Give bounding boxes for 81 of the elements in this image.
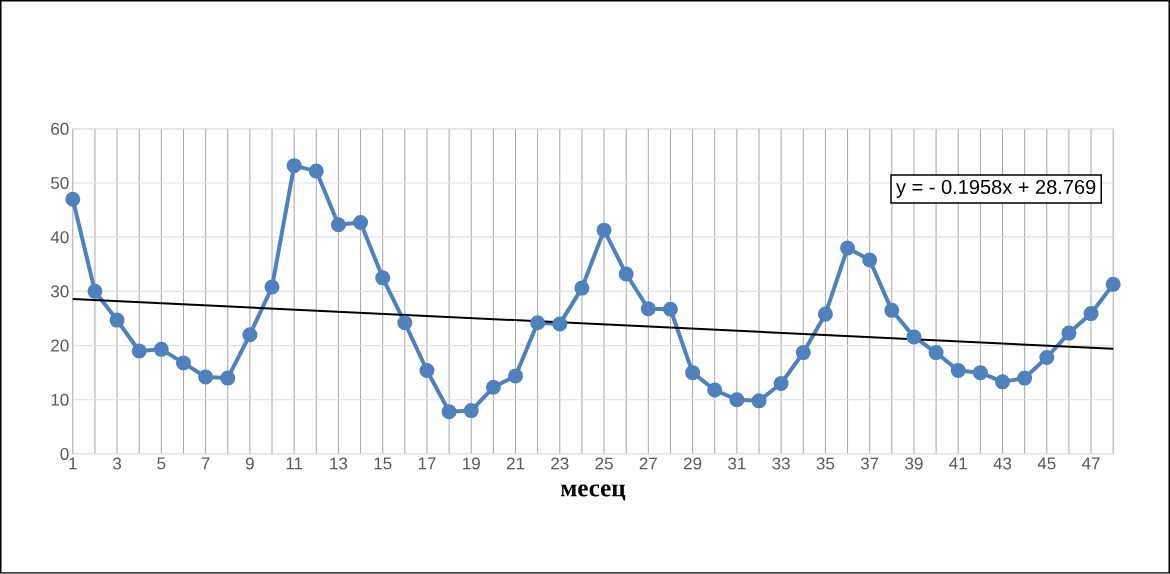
point xyxy=(1105,276,1121,292)
x-tick-label: 47 xyxy=(1081,457,1100,470)
point xyxy=(508,368,524,384)
x-tick-label: 43 xyxy=(993,457,1012,470)
point xyxy=(1017,370,1033,386)
point xyxy=(242,327,258,343)
point xyxy=(995,374,1011,390)
x-tick-label: 21 xyxy=(506,457,525,470)
y-tick-label: 10 xyxy=(51,393,69,406)
y-tick-label: 30 xyxy=(50,285,69,298)
point xyxy=(817,306,833,322)
point xyxy=(87,283,103,299)
point xyxy=(596,222,612,238)
point xyxy=(485,379,501,395)
point xyxy=(353,215,369,231)
point xyxy=(906,329,922,345)
point xyxy=(862,252,878,268)
point xyxy=(419,363,435,379)
point xyxy=(773,376,789,392)
x-tick-label: 15 xyxy=(374,457,392,470)
point xyxy=(729,392,745,408)
point xyxy=(397,315,413,331)
point xyxy=(574,280,590,296)
point xyxy=(441,404,457,420)
x-tick-label: 5 xyxy=(157,457,166,470)
x-tick-label: 1 xyxy=(69,457,77,470)
point xyxy=(198,369,214,385)
x-tick-label: 3 xyxy=(112,457,122,470)
point xyxy=(884,302,900,318)
point xyxy=(1061,325,1077,341)
point xyxy=(308,163,324,179)
y-tick-label: 50 xyxy=(51,177,69,190)
x-tick-label: 7 xyxy=(201,457,210,470)
point xyxy=(840,240,856,256)
x-tick-label: 39 xyxy=(905,457,923,470)
x-tick-label: 37 xyxy=(860,457,879,470)
point xyxy=(685,365,701,381)
point xyxy=(950,363,966,379)
point xyxy=(286,158,302,174)
point xyxy=(1039,350,1055,366)
point xyxy=(795,345,811,361)
point xyxy=(153,341,169,357)
point xyxy=(463,403,479,419)
point xyxy=(928,345,944,361)
point xyxy=(707,382,723,398)
x-tick-label: 29 xyxy=(684,457,702,470)
point xyxy=(662,301,678,317)
point xyxy=(220,370,236,386)
x-tick-label: 33 xyxy=(772,457,790,470)
x-tick-label: 31 xyxy=(728,457,746,470)
x-tick-label: 11 xyxy=(286,457,303,470)
point xyxy=(640,301,656,317)
x-tick-label: 17 xyxy=(418,457,436,470)
point xyxy=(618,266,634,282)
point xyxy=(65,191,81,207)
y-tick-label: 20 xyxy=(51,339,69,352)
point xyxy=(1083,306,1099,322)
x-axis-title: месец xyxy=(560,484,626,501)
point xyxy=(530,315,546,331)
point xyxy=(131,343,147,359)
point xyxy=(109,312,125,328)
x-tick-label: 45 xyxy=(1037,457,1056,470)
x-tick-label: 27 xyxy=(639,457,657,470)
x-tick-label: 35 xyxy=(816,457,835,470)
point xyxy=(330,217,346,233)
point xyxy=(264,279,280,295)
point xyxy=(175,355,191,371)
point xyxy=(375,270,391,286)
x-tick-label: 19 xyxy=(463,457,480,470)
x-tick-label: 23 xyxy=(551,457,569,470)
y-tick-label: 40 xyxy=(50,231,69,244)
x-tick-label: 25 xyxy=(595,457,613,470)
point xyxy=(972,365,988,381)
x-tick-label: 9 xyxy=(245,457,254,470)
point xyxy=(552,316,568,332)
y-tick-label: 0 xyxy=(60,448,69,461)
annotation: y = - 0.1958x + 28.769 xyxy=(896,180,1096,199)
point xyxy=(751,393,767,409)
x-tick-label: 41 xyxy=(949,457,967,470)
x-tick-label: 13 xyxy=(330,457,348,470)
y-tick-label: 60 xyxy=(51,122,69,135)
